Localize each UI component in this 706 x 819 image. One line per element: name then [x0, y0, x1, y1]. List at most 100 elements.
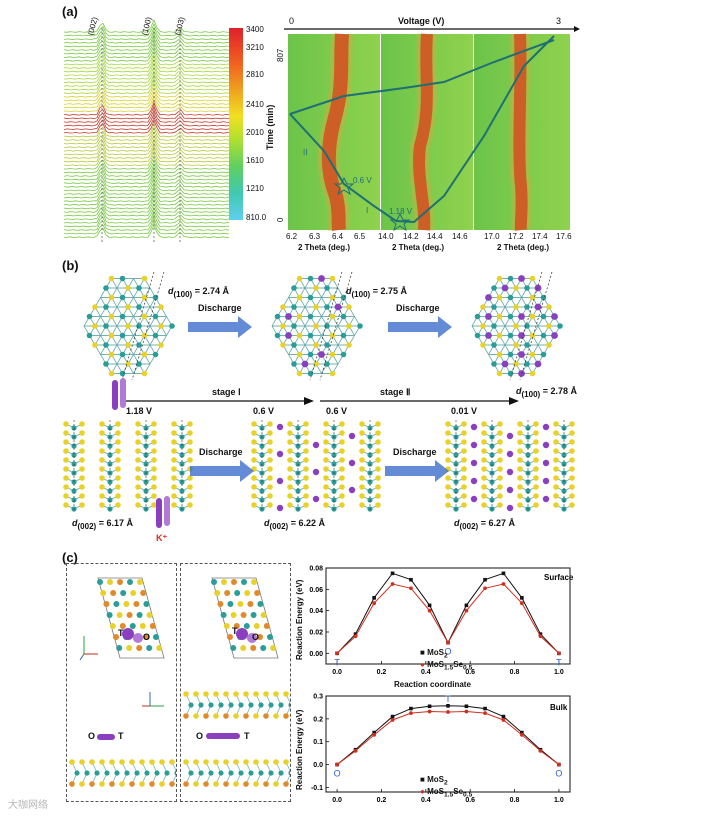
stage-2-label: stage Ⅱ [380, 387, 411, 397]
voltage-1-18: 1.18 V [126, 406, 153, 416]
data-point [353, 634, 358, 639]
data-point [464, 704, 469, 709]
data-point [335, 762, 339, 767]
sub3-xlabel: 2 Theta (deg.) [497, 243, 550, 252]
sub1-xlabel: 2 Theta (deg.) [298, 243, 351, 252]
colorbar-tick-2: 2810 [246, 70, 264, 79]
data-point [464, 709, 469, 714]
sub3-tick-2: 17.4 [532, 232, 548, 241]
y-tick-label: 0.0 [313, 762, 323, 769]
sub3-tick-3: 17.6 [556, 232, 572, 241]
data-point [427, 709, 432, 714]
surface-xlabel: Reaction coordinate [394, 680, 471, 689]
k-plus-label: K⁺ [156, 533, 168, 543]
d002-label-1: d(002) = 6.17 Å [72, 518, 133, 531]
site-point-label: T [445, 694, 451, 704]
sub2-xlabel: 2 Theta (deg.) [392, 243, 445, 252]
panel-b-label: (b) [62, 258, 79, 273]
k-ion-bottom [156, 496, 170, 528]
colorbar [229, 28, 243, 220]
data-point [372, 732, 377, 737]
d100-label-3: d(100) = 2.78 Å [516, 386, 577, 399]
data-point [372, 596, 376, 600]
y-tick-label: 0.04 [309, 608, 323, 615]
data-point [353, 632, 358, 636]
sub1-tick-0: 6.2 [286, 232, 298, 241]
x-tick-label: 0.6 [465, 669, 475, 676]
y-tick-label: -0.1 [311, 785, 323, 792]
data-point [538, 748, 543, 753]
voltage-tick-3: 3 [556, 16, 562, 26]
x-tick-label: 0.4 [421, 669, 431, 676]
site-point-label: O [334, 769, 341, 779]
site-point-label: O [444, 647, 451, 657]
data-point [520, 730, 524, 735]
discharge-arrow-2 [388, 316, 452, 338]
x-tick-label: 0.8 [510, 669, 520, 676]
bulk-chart-title: Bulk [550, 703, 568, 712]
data-point [520, 596, 524, 600]
x-tick-label: 0.4 [421, 797, 431, 804]
discharge-label-2: Discharge [396, 303, 440, 313]
data-point [446, 710, 450, 714]
d100-label-1: d(100) = 2.74 Å [168, 286, 229, 299]
surface-chart-title: Surface [544, 573, 574, 582]
colorbar-tick-4: 2010 [246, 128, 264, 137]
data-point [409, 711, 413, 716]
hexagonal-lattice-3 [471, 271, 563, 381]
sub2-tick-3: 14.6 [452, 232, 468, 241]
data-point [353, 748, 358, 753]
watermark: 大咖网络 [8, 800, 48, 811]
x-tick-label: 0.0 [332, 797, 342, 804]
surface-legend: ■ MoS2 ● MoS1.5Se0.5 [420, 648, 473, 672]
data-point [501, 571, 506, 576]
structure-box-right [180, 563, 291, 802]
colorbar-tick-1: 3210 [246, 43, 264, 52]
layer-side-right-bottom [183, 759, 290, 787]
site-T-right: T [232, 626, 238, 636]
x-tick-label: 0.8 [510, 797, 520, 804]
data-point [390, 714, 395, 719]
stage-1-label: stage Ⅰ [212, 387, 241, 397]
hexagonal-lattice-1 [83, 271, 175, 381]
layered-side-view-2 [251, 420, 381, 512]
discharge-label-4: Discharge [393, 447, 437, 457]
plot-frame [325, 695, 571, 793]
sub1-tick-2: 6.4 [332, 232, 344, 241]
site-T-left: T [118, 628, 124, 638]
voltage-0-01: 0.01 V [451, 406, 478, 416]
y-tick-label: 0.3 [313, 694, 323, 701]
waterfall-plot [64, 19, 230, 244]
data-point [409, 577, 413, 582]
x-tick-label: 1.0 [554, 669, 564, 676]
site-O-left: O [143, 632, 151, 642]
data-point [390, 718, 395, 722]
data-point [409, 586, 413, 591]
data-point [390, 582, 395, 586]
x-tick-label: 0.6 [465, 797, 475, 804]
data-point [427, 603, 432, 608]
colorbar-tick-5: 1610 [246, 156, 264, 165]
data-point [464, 608, 469, 613]
plot-frame [325, 567, 571, 665]
colorbar-tick-3: 2410 [246, 100, 264, 109]
data-point [483, 577, 487, 582]
layer-side-left-bottom [69, 759, 176, 787]
sub2-tick-0: 14.0 [378, 232, 394, 241]
bulk-legend: ■ MoS2 ● MoS1.5Se0.5 [420, 775, 473, 799]
voltage-tick-0: 0 [289, 16, 295, 26]
surface-cell-right [211, 577, 279, 659]
sub1-tick-3: 6.5 [354, 232, 366, 241]
data-point [372, 601, 377, 606]
annot-1-18v: 1.18 V [389, 207, 413, 216]
d100-label-2: d(100) = 2.75 Å [346, 286, 407, 299]
data-point [409, 706, 413, 711]
colorbar-tick-6: 1210 [246, 184, 264, 193]
hexagonal-lattice-2 [271, 271, 363, 381]
voltage-0-6-a: 0.6 V [253, 406, 275, 416]
d002-label-3: d(002) = 6.27 Å [454, 518, 515, 531]
data-point [427, 704, 432, 709]
surface-cell-left [97, 577, 165, 659]
data-point [519, 732, 524, 737]
data-point [501, 582, 506, 586]
